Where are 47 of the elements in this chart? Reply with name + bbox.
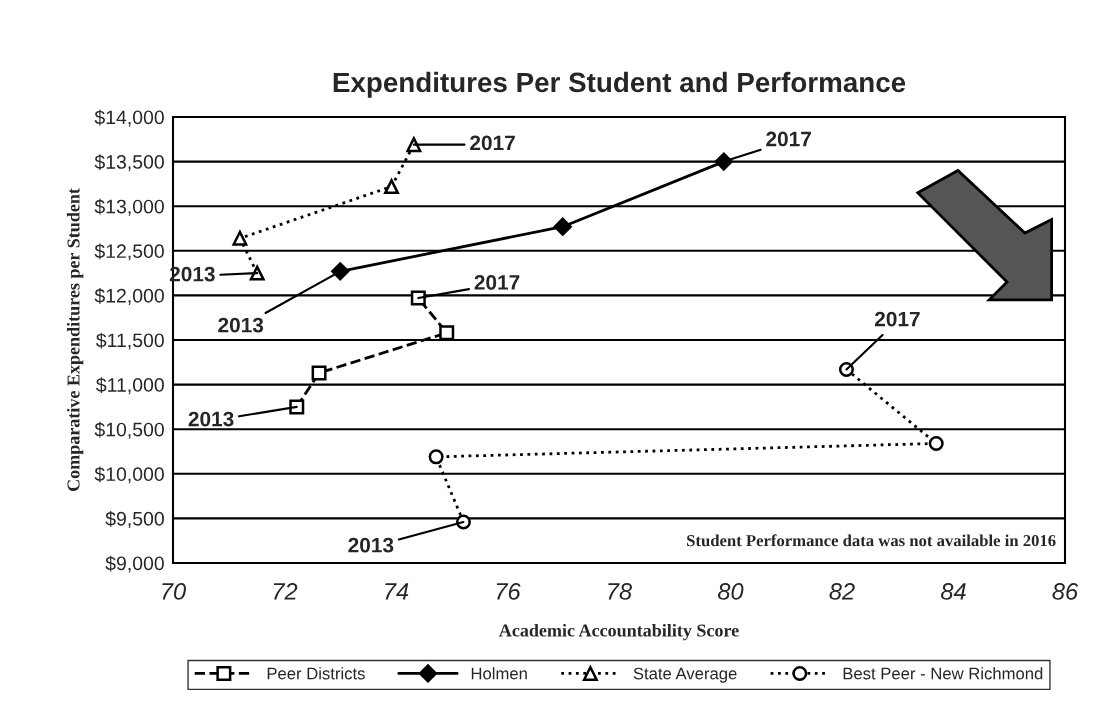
legend-label: Best Peer - New Richmond [843,667,1043,680]
x-tick-label: 70 [162,583,186,600]
annotation: 2013 [218,317,264,333]
x-tick-label: 80 [717,583,744,600]
annotation: 2017 [470,135,515,151]
legend-label: Holmen [471,667,527,680]
point [249,265,265,281]
y-tick-label: $12,000 [94,288,164,305]
point [553,217,572,236]
y-tick-label: $14,000 [94,109,164,127]
x-axis-title: Academic Accountability Score [498,623,739,641]
x-tick-label: 78 [608,583,632,600]
point [714,152,733,171]
x-tick-label: 84 [940,583,966,600]
chart-title: Expenditures Per Student and Performance [333,71,906,98]
y-tick-label: $11,000 [96,377,164,395]
y-tick-label: $10,000 [94,466,164,484]
y-tick-label: $13,500 [94,154,164,172]
annotation: 2017 [874,311,920,327]
annotation: 2017 [766,131,811,147]
x-tick-label: 72 [273,583,298,600]
y-tick-label: $11,500 [96,332,164,350]
y-tick-label: $9,000 [105,555,164,573]
point [331,262,350,281]
point [311,365,327,381]
x-tick-label: 74 [385,583,409,600]
y-tick-label: $9,500 [105,511,164,528]
point [384,179,400,195]
y-tick-label: $10,500 [94,421,164,439]
point [232,230,248,246]
annotation: 2013 [348,537,394,553]
x-tick-label: 82 [829,583,855,600]
x-tick-label: 76 [496,583,521,600]
point [289,399,305,415]
annotation: 2013 [188,411,234,427]
legend-label: State Average [633,667,737,683]
point [928,435,944,451]
legend-label: Peer Districts [267,667,365,680]
point [439,325,455,341]
x-tick-label: 86 [1052,583,1079,600]
y-axis-title: Comparative Expenditures per Student [66,188,84,492]
annotation: 2017 [474,275,520,290]
point [406,137,422,153]
y-tick-label: $13,000 [94,198,164,216]
point [428,449,444,465]
y-tick-label: $12,500 [94,243,164,261]
annotation: Student Performance data was not available in 2016 [687,534,1056,547]
